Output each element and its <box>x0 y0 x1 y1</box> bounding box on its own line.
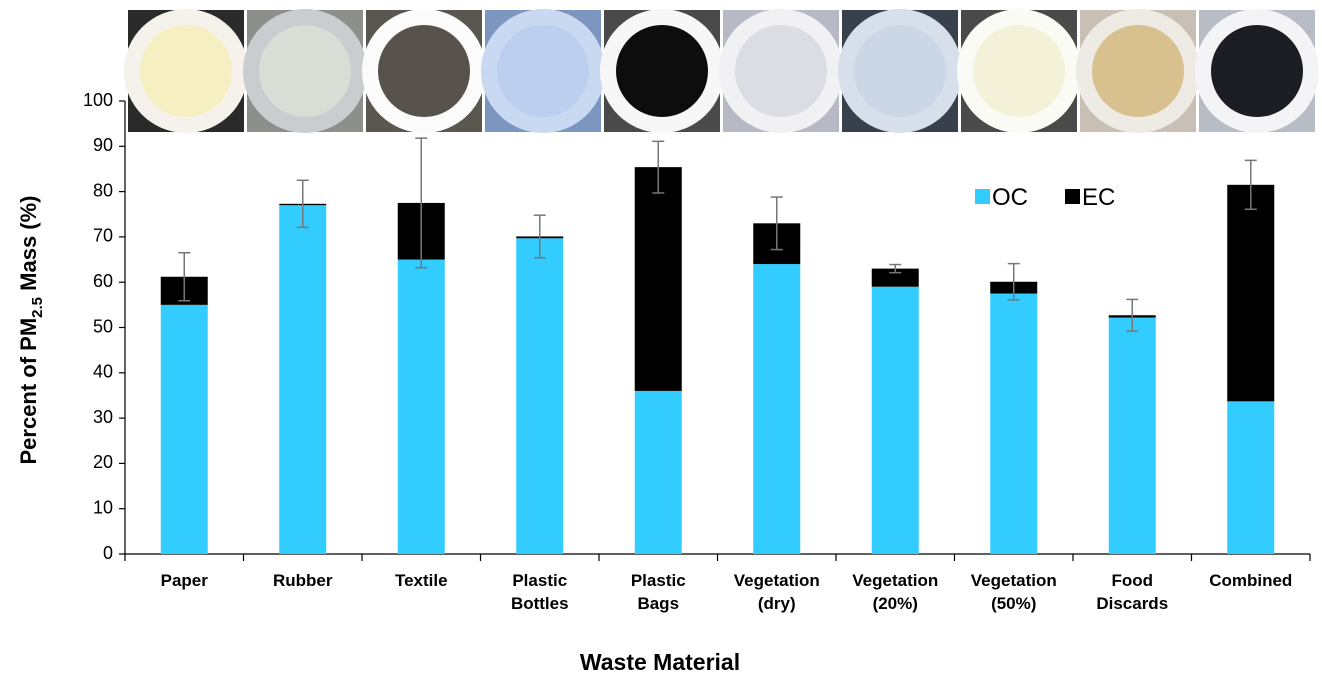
x-tick-label: Plastic Bottles <box>511 571 569 613</box>
filter-deposit <box>854 25 946 117</box>
bar-segment <box>871 268 919 287</box>
y-title-suffix: Mass (%) <box>16 195 41 296</box>
filter-deposit <box>1211 25 1303 117</box>
error-bar <box>1007 262 1020 301</box>
y-tick-label: 70 <box>93 226 113 246</box>
x-tick-label: Combined <box>1209 571 1292 590</box>
y-tick-label: 30 <box>93 407 113 427</box>
filter-deposit <box>616 25 708 117</box>
x-axis-title: Waste Material <box>580 649 740 674</box>
y-tick-label: 50 <box>93 316 113 336</box>
bar-segment <box>1227 184 1275 402</box>
error-bar <box>1126 298 1139 332</box>
legend-label: EC <box>1082 184 1115 211</box>
x-tick-label: Rubber <box>273 571 333 590</box>
error-bar <box>889 263 902 274</box>
bar-segment <box>397 259 445 554</box>
filter-deposit <box>378 25 470 117</box>
error-bar <box>296 179 309 229</box>
error-bar <box>770 196 783 251</box>
y-tick-label: 60 <box>93 271 113 291</box>
y-axis-title: Percent of PM2.5 Mass (%) <box>16 195 46 464</box>
bar-segment <box>1227 401 1275 554</box>
error-bar <box>533 214 546 259</box>
x-tick-label: Paper <box>161 571 209 590</box>
filter-deposit <box>973 25 1065 117</box>
bar-segment <box>634 167 682 391</box>
bar-segment <box>871 286 919 554</box>
filter-deposit <box>1092 25 1184 117</box>
y-tick-label: 100 <box>83 90 113 110</box>
bar-segment <box>990 293 1038 554</box>
x-tick-label: Textile <box>395 571 448 590</box>
error-bar <box>178 252 191 302</box>
filter-deposit <box>735 25 827 117</box>
legend-label: OC <box>992 184 1028 211</box>
bar-segment <box>753 264 801 554</box>
x-tick-label: Vegetation (dry) <box>734 571 820 613</box>
error-bar <box>415 137 428 269</box>
bar-segment <box>634 390 682 554</box>
x-tick-label: Plastic Bags <box>631 571 686 613</box>
y-tick-label: 90 <box>93 135 113 155</box>
y-tick-label: 40 <box>93 362 113 382</box>
legend-swatch <box>1065 189 1080 204</box>
error-bar <box>1244 159 1257 211</box>
filter-deposit <box>259 25 351 117</box>
x-tick-label: Vegetation (50%) <box>971 571 1057 613</box>
error-bar <box>652 140 665 194</box>
x-tick-label: Food Discards <box>1096 571 1168 613</box>
x-tick-label: Vegetation (20%) <box>852 571 938 613</box>
y-tick-label: 20 <box>93 452 113 472</box>
y-tick-label: 0 <box>103 543 113 563</box>
y-title-sub: 2.5 <box>29 297 46 318</box>
filter-photos <box>124 9 1319 133</box>
bar-segment <box>1108 317 1156 554</box>
filter-deposit <box>497 25 589 117</box>
legend-swatch <box>975 189 990 204</box>
y-title-main: Percent of PM <box>16 318 41 465</box>
bar-segment <box>516 238 564 554</box>
filter-deposit <box>140 25 232 117</box>
y-tick-label: 10 <box>93 497 113 517</box>
bar-segment <box>160 304 208 554</box>
y-tick-label: 80 <box>93 180 113 200</box>
bar-segment <box>279 205 327 554</box>
